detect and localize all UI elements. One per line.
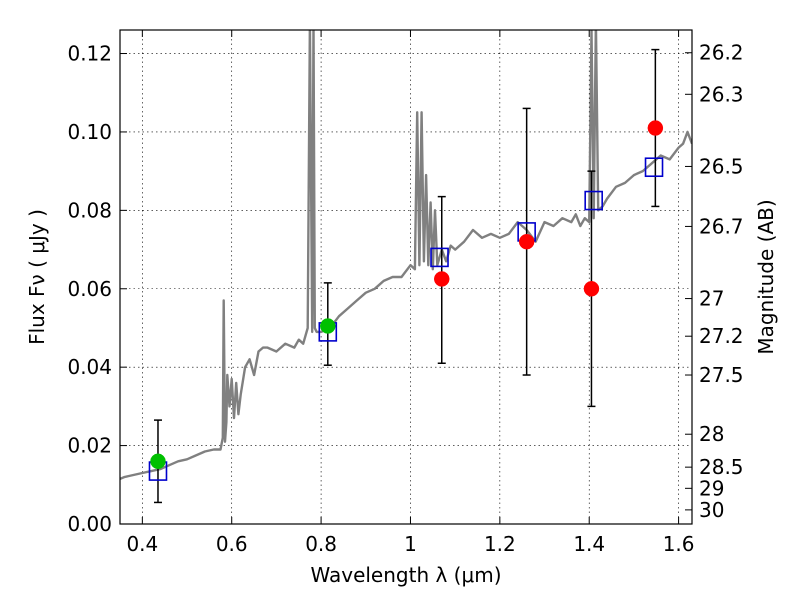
y-tick-label: 0.00	[67, 512, 112, 536]
x-tick-label: 1	[404, 532, 417, 556]
right-tick-label: 28.5	[699, 455, 744, 479]
y-tick-label: 0.02	[67, 434, 112, 458]
x-tick-label: 1.4	[573, 532, 605, 556]
right-axis-title: Magnitude (AB)	[754, 199, 778, 354]
right-tick-label: 26.2	[699, 41, 744, 65]
y-axis-title: Flux Fν ( μJy )	[25, 209, 49, 345]
observed-flux-point	[647, 120, 664, 136]
y-tick-label: 0.10	[67, 120, 112, 144]
observed-flux-point	[518, 233, 535, 250]
x-tick-label: 0.8	[305, 532, 337, 556]
y-tick-label: 0.12	[67, 42, 112, 66]
x-axis-title: Wavelength λ (μm)	[310, 563, 501, 587]
x-tick-label: 0.4	[126, 532, 158, 556]
observed-flux-point	[434, 271, 450, 287]
model-square-marker	[644, 157, 664, 178]
plot-area	[120, 30, 692, 504]
observed-flux-point	[583, 281, 600, 297]
right-tick-label: 30	[699, 498, 724, 522]
right-tick-label: 27	[699, 287, 724, 311]
y-tick-label: 0.04	[67, 355, 112, 379]
model-square-marker	[584, 190, 603, 211]
plot-frame	[119, 29, 693, 525]
tick-layer: 0.4 0.6 0.8 1 1.2 1.4 1.6 0.00 0.02 0.04 0.06 0.08 0…	[67, 30, 744, 556]
right-tick-label: 26.7	[699, 214, 744, 238]
x-tick-label: 0.6	[216, 532, 248, 556]
right-tick-label: 26.5	[699, 154, 744, 178]
spectrum-line	[120, 30, 692, 481]
observed-flux-point	[320, 318, 336, 334]
right-tick-label: 26.3	[699, 82, 744, 106]
right-tick-label: 29	[699, 476, 724, 500]
right-tick-label: 27.5	[699, 363, 744, 387]
observed-flux-point	[150, 453, 166, 470]
x-tick-label: 1.2	[484, 532, 516, 556]
right-tick-label: 28	[699, 422, 724, 446]
y-tick-label: 0.06	[67, 277, 112, 301]
right-tick-label: 27.2	[699, 324, 744, 348]
x-tick-label: 1.6	[663, 532, 695, 556]
model-square-marker	[430, 247, 449, 268]
y-tick-label: 0.08	[67, 198, 112, 222]
